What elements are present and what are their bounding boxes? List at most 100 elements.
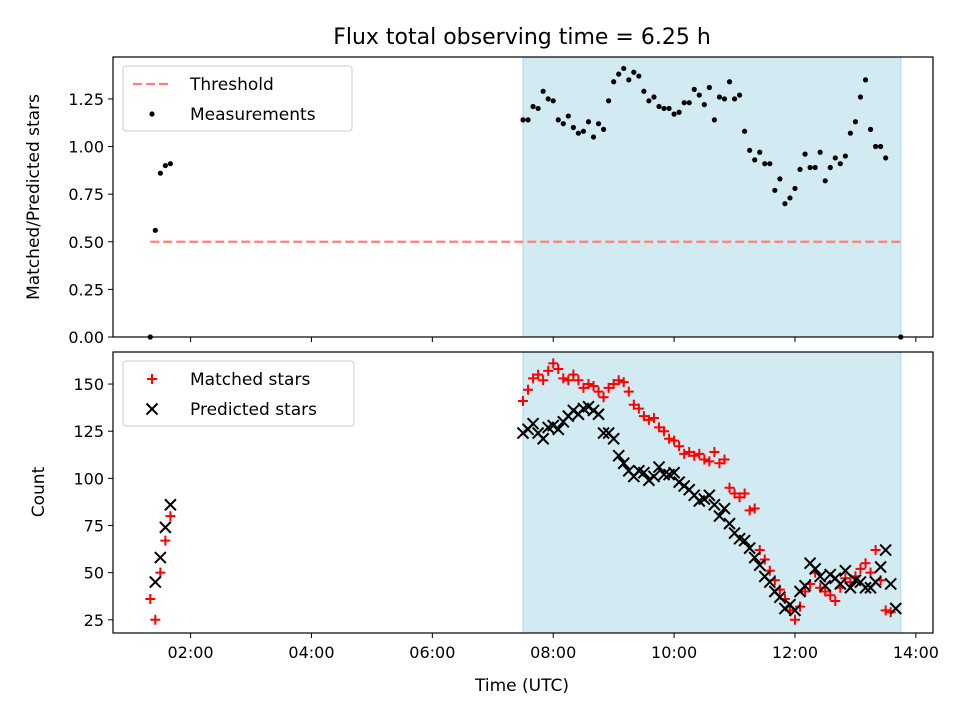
measurements-point [691,86,697,92]
bottom-y-tick-label: 75 [84,517,104,536]
predicted-stars-point [657,468,671,481]
predicted-stars-point [536,432,550,445]
legend-label: Matched stars [190,370,310,390]
matched-stars-point [719,454,730,465]
measurements-point [626,77,632,83]
measurements-point [550,98,556,104]
matched-stars-point [744,505,755,516]
predicted-stars-point [798,579,812,593]
matched-stars-point [729,488,740,499]
measurements-point [792,185,798,192]
matched-stars-point [749,503,760,514]
x-tick-label: 02:00 [168,643,214,662]
measurements-point [520,117,526,123]
matched-stars-point [699,454,710,465]
measurements-point [641,88,647,94]
measurements-point [711,117,718,123]
measurements-point [621,65,627,72]
predicted-stars-point [834,577,847,591]
measurements-point [787,195,793,201]
matched-stars-point [724,482,735,493]
measurements-point [721,96,728,102]
top-y-tick-label: 1.00 [68,138,104,157]
bottom-panel: 25 50 75 100 125 150 02:00 04:00 06:00 08:00 10:00… [73,351,939,662]
measurements-point [726,79,733,85]
predicted-stars-point [612,449,625,462]
measurements-point [862,77,869,83]
measurements-point [570,124,576,131]
matched-stars-point [643,414,654,425]
measurements-point [807,164,813,171]
x-tick-label: 04:00 [288,643,334,662]
measurements-point [827,164,833,171]
measurements-point [560,121,566,127]
measurements-point [540,88,546,94]
matched-stars-point [543,365,554,376]
predicted-stars-point [839,564,852,577]
matched-stars-point [583,379,594,390]
bottom-y-tick-label: 50 [84,564,104,583]
matched-stars-point [553,363,564,374]
x-axis-label: Time (UTC) [474,676,569,696]
measurements-point [606,98,612,104]
predicted-stars-point [874,560,887,574]
matched-stars-point [538,375,549,386]
measurements-point [616,71,622,77]
matched-stars-point [563,375,574,386]
matched-stars-point [578,382,589,393]
measurements-point [822,178,828,184]
legend-label: Threshold [189,75,274,95]
measurements-point [611,79,617,85]
measurements-point [545,96,551,102]
bottom-y-tick-label: 100 [73,469,104,488]
measurements-point [152,227,158,233]
top-legend [122,65,353,132]
predicted-stars-point [743,541,756,555]
bottom-y-tick-label: 25 [84,611,104,630]
measurements-point [575,130,582,136]
measurements-point [530,103,536,110]
matched-stars-point [533,369,544,380]
measurements-point [878,143,884,150]
predicted-stars-point [526,417,540,430]
matched-stars-point [820,586,831,597]
legend-label: Measurements [190,105,316,125]
legend-matched-swatch [147,374,157,384]
measurements-point [631,69,637,75]
matched-stars-point [648,413,659,424]
bottom-legend [122,360,355,427]
measurements-point [782,201,788,207]
matched-stars-point [689,450,700,461]
chart-title: Flux total observing time = 6.25 h [333,25,711,50]
bottom-axes-frame [112,351,934,634]
measurements-point [162,162,168,169]
measurements-point [752,157,758,163]
predicted-stars-point [607,432,620,445]
predicted-stars-point [159,521,172,534]
measurements-point [832,155,838,161]
predicted-stars-point [723,517,736,530]
matched-stars-point [623,386,634,397]
predicted-stars-point [637,466,651,479]
predicted-stars-point [149,575,162,589]
measurements-point [762,161,768,167]
x-tick-label: 06:00 [409,643,455,662]
measurements-point [731,96,738,102]
measurements-point [767,161,773,167]
matched-stars-point [150,614,161,625]
measurements-point [671,111,677,117]
measurements-point [555,117,561,123]
measurements-point [772,187,778,193]
matched-stars-point [573,375,584,386]
predicted-stars-point [738,534,751,547]
measurements-point [802,151,808,157]
matched-stars-point [659,426,670,437]
x-tick-label: 08:00 [530,643,576,662]
predicted-stars-point [718,502,731,515]
measurements-point [535,105,541,112]
predicted-stars-point [819,579,832,593]
matched-stars-point [714,458,725,469]
matched-stars-point [709,446,720,457]
matched-stars-point [603,382,614,393]
x-tick-label: 14:00 [893,643,939,662]
